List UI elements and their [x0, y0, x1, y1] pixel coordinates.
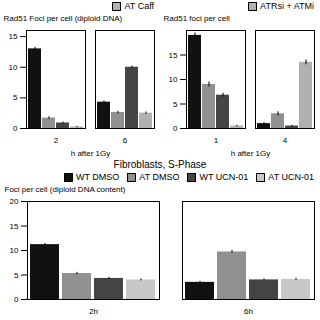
html-text:WT DMSO: WT DMSO [76, 172, 120, 182]
svg-text:Foci per cell (diploid DNA con: Foci per cell (diploid DNA content) [5, 185, 126, 194]
html-text:WT UCN-01: WT UCN-01 [199, 172, 249, 182]
svg-text:Rad51 Foci per cell (diploid D: Rad51 Foci per cell (diploid DNA) [4, 14, 123, 23]
html-text:Fibroblasts, S-Phase: Fibroblasts, S-Phase [113, 159, 207, 170]
svg-text:10: 10 [9, 63, 18, 72]
svg-text:6: 6 [123, 136, 128, 145]
svg-text:15: 15 [10, 222, 19, 231]
svg-text:15: 15 [9, 32, 18, 41]
svg-text:5: 5 [13, 93, 18, 102]
html-text:AT UCN-01: AT UCN-01 [268, 172, 314, 182]
svg-text:5: 5 [14, 271, 19, 280]
svg-text:10: 10 [10, 246, 19, 255]
svg-text:h after 1Gy: h after 1Gy [231, 149, 271, 158]
svg-text:15: 15 [169, 51, 178, 60]
svg-text:5: 5 [173, 100, 178, 109]
svg-text:Rad51 foci per cell: Rad51 foci per cell [164, 14, 230, 23]
svg-text:0: 0 [173, 124, 178, 133]
svg-text:0: 0 [13, 124, 18, 133]
html-text:AT Caff: AT Caff [124, 1, 154, 11]
svg-text:6h: 6h [244, 307, 253, 316]
svg-text:20: 20 [10, 197, 19, 206]
svg-text:2h: 2h [89, 307, 98, 316]
svg-text:10: 10 [169, 75, 178, 84]
svg-text:2: 2 [54, 136, 59, 145]
html-text:ATRsi + ATMi: ATRsi + ATMi [260, 1, 314, 11]
html-text:AT DMSO: AT DMSO [139, 172, 180, 182]
svg-text:0: 0 [14, 295, 19, 304]
svg-text:h after 1Gy: h after 1Gy [71, 149, 111, 158]
svg-text:4: 4 [283, 136, 288, 145]
svg-text:1: 1 [214, 136, 219, 145]
